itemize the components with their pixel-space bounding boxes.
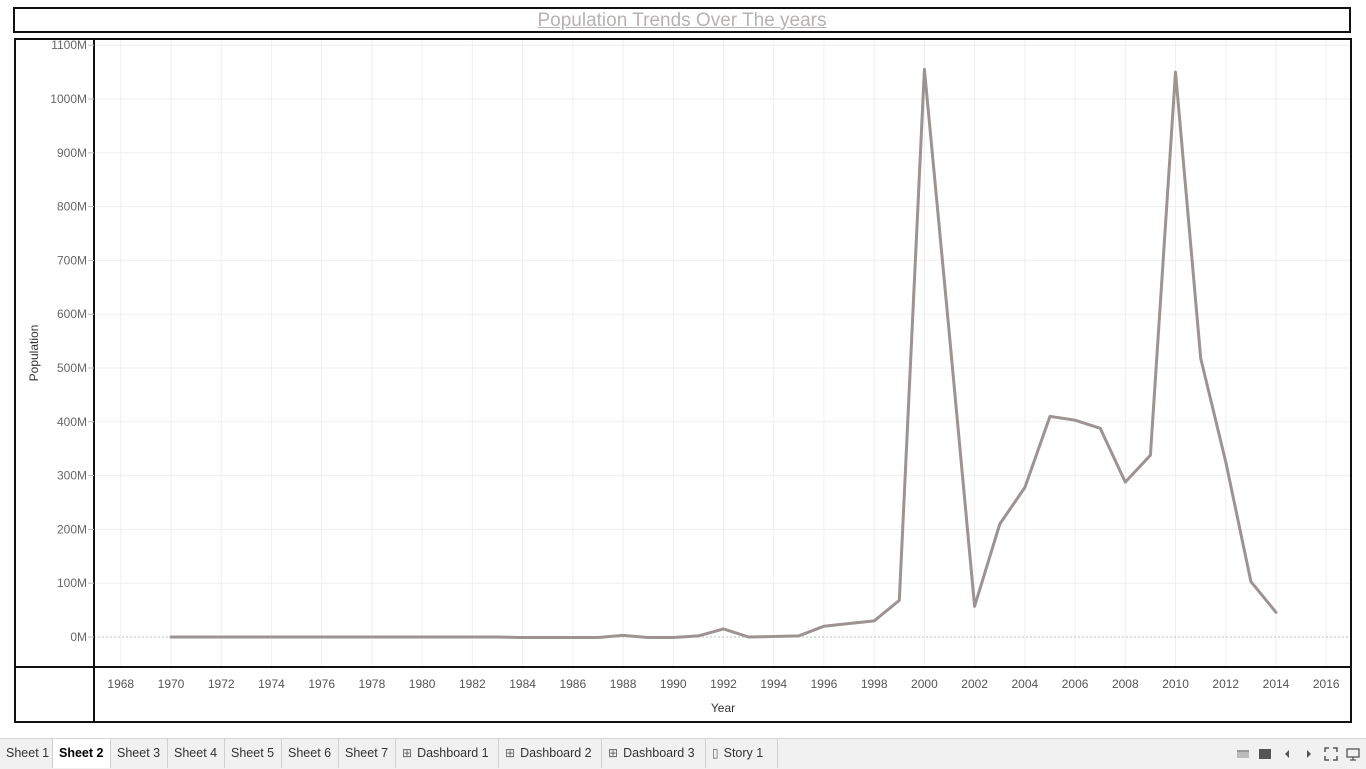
chart-title: Population Trends Over The years	[537, 10, 827, 31]
y-tick-label: 100M	[57, 576, 87, 590]
tab-label: Dashboard 2	[520, 746, 592, 760]
x-tick-label: 1996	[811, 677, 838, 691]
grid-lines	[94, 40, 1350, 667]
y-tick-label: 900M	[57, 146, 87, 160]
tab-sheet-1[interactable]: Sheet 1	[0, 739, 53, 768]
y-tick-label: 800M	[57, 200, 87, 214]
x-tick-label: 2006	[1062, 677, 1089, 691]
x-tick-label: 2010	[1162, 677, 1189, 691]
tab-label: Dashboard 3	[623, 746, 695, 760]
x-tick-label: 2008	[1112, 677, 1139, 691]
x-tick-label: 2000	[911, 677, 938, 691]
tab-label: Sheet 5	[231, 746, 275, 760]
tick-labels: 0M 100M 200M 300M 400M 500M 600M 700M 800M 900M 10…	[50, 40, 1340, 691]
tab-label: Dashboard 1	[417, 746, 489, 760]
x-tick-label: 1982	[459, 677, 486, 691]
dashboard-icon: ⊞	[402, 746, 413, 760]
dashboard-icon: ⊞	[505, 746, 516, 760]
population-series-line	[169, 67, 1278, 639]
tab-dashboard-2[interactable]: ⊞ Dashboard 2	[499, 739, 602, 768]
tab-sheet-4[interactable]: Sheet 4	[168, 739, 225, 768]
y-tick-label: 1100M	[51, 40, 87, 52]
tab-label: Sheet 7	[345, 746, 389, 760]
x-tick-label: 2012	[1212, 677, 1239, 691]
tab-sheet-6[interactable]: Sheet 6	[282, 739, 339, 768]
y-tick-label: 1000M	[50, 92, 87, 106]
fullscreen-icon[interactable]	[1324, 747, 1338, 761]
x-tick-label: 1970	[158, 677, 185, 691]
x-tick-label: 1984	[509, 677, 536, 691]
sheet-tab-bar: Sheet 1 Sheet 2 Sheet 3 Sheet 4 Sheet 5 Sheet…	[0, 738, 1366, 769]
y-axis-label: Population	[27, 325, 41, 382]
tab-dashboard-3[interactable]: ⊞ Dashboard 3	[602, 739, 706, 768]
chart-container: 0M 100M 200M 300M 400M 500M 600M 700M 800M 900M 10…	[14, 38, 1352, 723]
x-tick-label: 1976	[308, 677, 335, 691]
y-tick-label: 400M	[57, 415, 87, 429]
tab-label: Sheet 6	[288, 746, 332, 760]
x-tick-label: 1994	[760, 677, 787, 691]
y-tick-label: 600M	[57, 307, 87, 321]
y-tick-label: 300M	[57, 469, 87, 483]
x-tick-label: 2014	[1263, 677, 1290, 691]
axes	[16, 40, 1350, 721]
y-tick-label: 200M	[57, 522, 87, 536]
next-icon[interactable]	[1302, 747, 1316, 761]
x-tick-label: 1980	[409, 677, 436, 691]
tab-sheet-5[interactable]: Sheet 5	[225, 739, 282, 768]
x-axis-label: Year	[711, 701, 735, 715]
tab-story-1[interactable]: ▯ Story 1	[706, 739, 778, 768]
film-strip-icon[interactable]	[1236, 747, 1250, 761]
x-tick-label: 1974	[258, 677, 285, 691]
tab-label: Story 1	[723, 746, 764, 760]
tab-label: Sheet 1	[6, 746, 50, 760]
story-icon: ▯	[712, 746, 719, 760]
x-tick-label: 1998	[861, 677, 888, 691]
x-tick-label: 2016	[1313, 677, 1340, 691]
x-tick-label: 1978	[359, 677, 386, 691]
tab-label: Sheet 4	[174, 746, 218, 760]
presentation-icon[interactable]	[1346, 747, 1360, 761]
tab-label: Sheet 2	[59, 746, 104, 760]
x-tick-label: 1988	[610, 677, 637, 691]
dashboard-icon: ⊞	[608, 746, 619, 760]
x-tick-label: 1992	[710, 677, 737, 691]
x-tick-label: 1986	[559, 677, 586, 691]
x-tick-label: 1972	[208, 677, 235, 691]
x-tick-label: 1990	[660, 677, 687, 691]
tab-label: Sheet 3	[117, 746, 161, 760]
y-tick-label: 500M	[57, 361, 87, 375]
x-tick-label: 2002	[961, 677, 988, 691]
y-tick-label: 700M	[57, 253, 87, 267]
x-tick-label: 1968	[107, 677, 134, 691]
tab-sheet-3[interactable]: Sheet 3	[111, 739, 168, 768]
y-tick-label: 0M	[70, 630, 87, 644]
previous-icon[interactable]	[1280, 747, 1294, 761]
tab-sheet-7[interactable]: Sheet 7	[339, 739, 396, 768]
tab-dashboard-1[interactable]: ⊞ Dashboard 1	[396, 739, 499, 768]
tab-sheet-2[interactable]: Sheet 2	[53, 739, 111, 768]
single-sheet-icon[interactable]	[1258, 747, 1272, 761]
series-layer	[169, 67, 1278, 639]
line-chart: 0M 100M 200M 300M 400M 500M 600M 700M 800M 900M 10…	[16, 40, 1350, 721]
title-box: Population Trends Over The years	[13, 7, 1351, 33]
x-tick-label: 2004	[1012, 677, 1039, 691]
